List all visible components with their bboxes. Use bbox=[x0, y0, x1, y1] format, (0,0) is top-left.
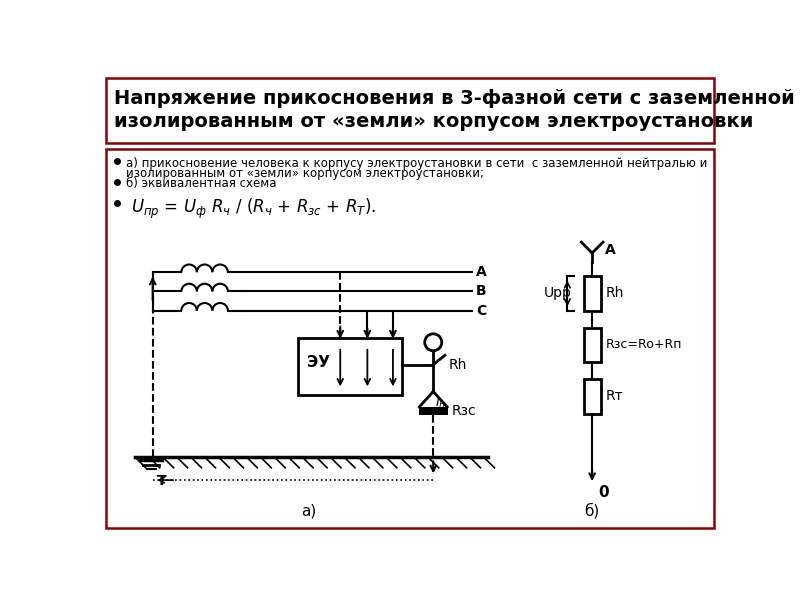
Bar bbox=[584, 379, 601, 414]
Text: A: A bbox=[605, 243, 615, 257]
Text: изолированным от «земли» корпусом электроустановки: изолированным от «земли» корпусом электр… bbox=[114, 112, 754, 131]
Text: C: C bbox=[476, 304, 486, 318]
Text: б): б) bbox=[585, 503, 600, 519]
Text: Напряжение прикосновения в 3-фазной сети с заземленной нейтралью и: Напряжение прикосновения в 3-фазной сети… bbox=[114, 89, 800, 108]
Bar bbox=[418, 407, 448, 415]
Text: $\mathit{I}_{h}$: $\mathit{I}_{h}$ bbox=[435, 395, 446, 410]
FancyBboxPatch shape bbox=[106, 149, 714, 528]
Text: A: A bbox=[476, 265, 486, 279]
Bar bbox=[584, 276, 601, 311]
Text: B: B bbox=[476, 284, 486, 298]
FancyBboxPatch shape bbox=[106, 78, 714, 143]
Text: изолированным от «земли» корпусом электроустановки;: изолированным от «земли» корпусом электр… bbox=[126, 167, 484, 181]
Text: Rh: Rh bbox=[606, 286, 624, 300]
Text: Rзс: Rзс bbox=[452, 404, 477, 418]
Text: а): а) bbox=[302, 503, 317, 518]
Text: Т: Т bbox=[157, 474, 166, 488]
Text: Rзс=Ro+Rп: Rзс=Ro+Rп bbox=[606, 338, 682, 351]
Text: а) прикосновение человека к корпусу электроустановки в сети  с заземленной нейтр: а) прикосновение человека к корпусу элек… bbox=[126, 157, 708, 170]
Text: б) эквивалентная схема: б) эквивалентная схема bbox=[126, 178, 277, 190]
Text: ЭУ: ЭУ bbox=[307, 355, 330, 370]
Text: Rт: Rт bbox=[606, 389, 623, 403]
Text: Upр: Upр bbox=[543, 286, 571, 300]
Text: 0: 0 bbox=[598, 485, 609, 500]
Bar bbox=[298, 338, 402, 395]
Text: $\mathit{U}_{\mathit{пр}}$ = $\mathit{U}_{\mathit{ф}}$ $\mathit{R}_{\mathit{ч}}$: $\mathit{U}_{\mathit{пр}}$ = $\mathit{U}… bbox=[131, 197, 376, 221]
Text: Rh: Rh bbox=[449, 358, 467, 371]
Bar bbox=[584, 328, 601, 362]
